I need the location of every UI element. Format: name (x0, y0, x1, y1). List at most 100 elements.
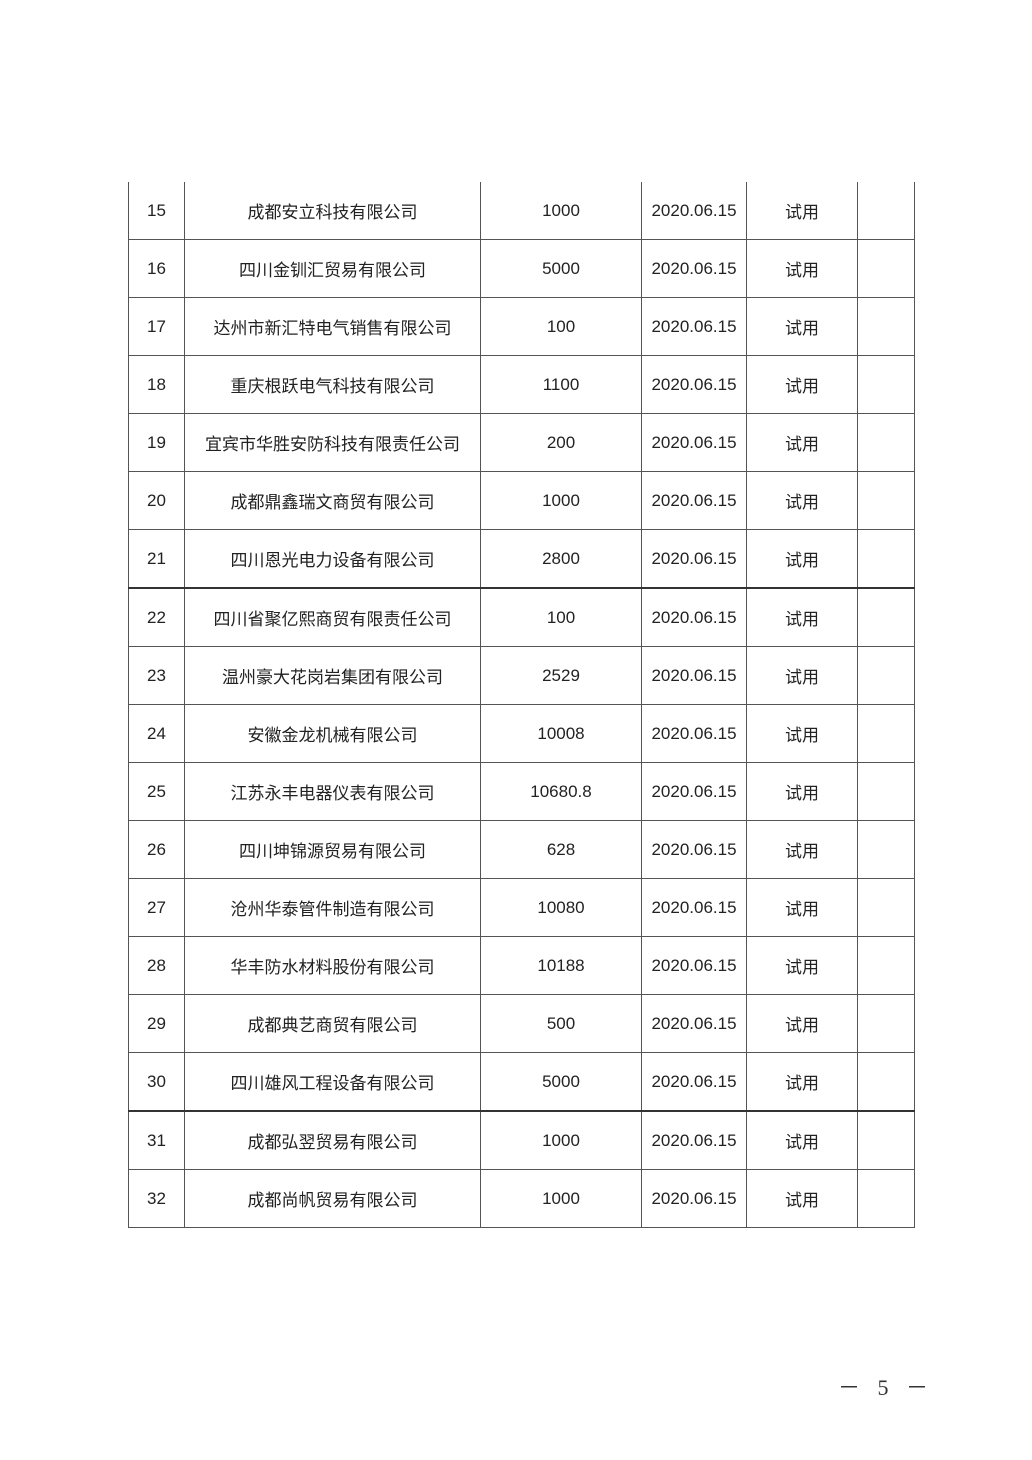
cell-no: 17 (128, 297, 185, 356)
table-row: 16 四川金钏汇贸易有限公司 5000 2020.06.15 试用 (128, 239, 915, 298)
cell-date: 2020.06.15 (641, 587, 747, 647)
cell-date: 2020.06.15 (641, 994, 747, 1053)
cell-no: 15 (128, 182, 185, 240)
cell-name: 江苏永丰电器仪表有限公司 (184, 762, 481, 821)
cell-name: 成都弘翌贸易有限公司 (184, 1110, 481, 1170)
cell-date: 2020.06.15 (641, 878, 747, 937)
table-row: 23 温州豪大花岗岩集团有限公司 2529 2020.06.15 试用 (128, 646, 915, 705)
cell-amount: 1100 (480, 355, 642, 414)
cell-note (857, 529, 915, 589)
cell-no: 30 (128, 1052, 185, 1112)
table-row: 25 江苏永丰电器仪表有限公司 10680.8 2020.06.15 试用 (128, 762, 915, 821)
cell-amount: 1000 (480, 471, 642, 530)
cell-name: 重庆根跃电气科技有限公司 (184, 355, 481, 414)
table-row: 28 华丰防水材料股份有限公司 10188 2020.06.15 试用 (128, 936, 915, 995)
cell-status: 试用 (746, 529, 858, 589)
cell-no: 24 (128, 704, 185, 763)
table-row: 18 重庆根跃电气科技有限公司 1100 2020.06.15 试用 (128, 355, 915, 414)
cell-no: 20 (128, 471, 185, 530)
cell-amount: 100 (480, 297, 642, 356)
cell-amount: 500 (480, 994, 642, 1053)
cell-note (857, 994, 915, 1053)
cell-no: 22 (128, 587, 185, 647)
cell-status: 试用 (746, 239, 858, 298)
cell-status: 试用 (746, 1110, 858, 1170)
cell-no: 29 (128, 994, 185, 1053)
table-row: 19 宜宾市华胜安防科技有限责任公司 200 2020.06.15 试用 (128, 413, 915, 472)
cell-name: 四川恩光电力设备有限公司 (184, 529, 481, 589)
table-row: 21 四川恩光电力设备有限公司 2800 2020.06.15 试用 (128, 529, 915, 589)
cell-no: 32 (128, 1169, 185, 1228)
cell-status: 试用 (746, 704, 858, 763)
cell-amount: 10008 (480, 704, 642, 763)
cell-name: 四川金钏汇贸易有限公司 (184, 239, 481, 298)
cell-name: 成都鼎鑫瑞文商贸有限公司 (184, 471, 481, 530)
cell-amount: 100 (480, 587, 642, 647)
cell-name: 四川雄风工程设备有限公司 (184, 1052, 481, 1112)
cell-no: 26 (128, 820, 185, 879)
cell-status: 试用 (746, 471, 858, 530)
cell-no: 28 (128, 936, 185, 995)
cell-date: 2020.06.15 (641, 936, 747, 995)
cell-name: 华丰防水材料股份有限公司 (184, 936, 481, 995)
cell-no: 27 (128, 878, 185, 937)
table-row: 17 达州市新汇特电气销售有限公司 100 2020.06.15 试用 (128, 297, 915, 356)
cell-date: 2020.06.15 (641, 1052, 747, 1112)
cell-amount: 200 (480, 413, 642, 472)
cell-status: 试用 (746, 587, 858, 647)
cell-date: 2020.06.15 (641, 239, 747, 298)
cell-note (857, 1169, 915, 1228)
cell-amount: 10080 (480, 878, 642, 937)
table-row: 32 成都尚帆贸易有限公司 1000 2020.06.15 试用 (128, 1169, 915, 1228)
cell-status: 试用 (746, 994, 858, 1053)
cell-no: 18 (128, 355, 185, 414)
cell-date: 2020.06.15 (641, 820, 747, 879)
cell-note (857, 355, 915, 414)
cell-amount: 2529 (480, 646, 642, 705)
cell-no: 16 (128, 239, 185, 298)
cell-amount: 5000 (480, 1052, 642, 1112)
cell-status: 试用 (746, 820, 858, 879)
cell-date: 2020.06.15 (641, 529, 747, 589)
cell-date: 2020.06.15 (641, 355, 747, 414)
cell-date: 2020.06.15 (641, 471, 747, 530)
cell-name: 达州市新汇特电气销售有限公司 (184, 297, 481, 356)
cell-status: 试用 (746, 762, 858, 821)
table-row: 30 四川雄风工程设备有限公司 5000 2020.06.15 试用 (128, 1052, 915, 1112)
cell-status: 试用 (746, 1052, 858, 1112)
cell-amount: 5000 (480, 239, 642, 298)
cell-name: 成都尚帆贸易有限公司 (184, 1169, 481, 1228)
table-row: 22 四川省聚亿熙商贸有限责任公司 100 2020.06.15 试用 (128, 587, 915, 647)
cell-note (857, 704, 915, 763)
cell-note (857, 820, 915, 879)
cell-note (857, 182, 915, 240)
cell-note (857, 1052, 915, 1112)
cell-name: 安徽金龙机械有限公司 (184, 704, 481, 763)
cell-note (857, 297, 915, 356)
table-row: 15 成都安立科技有限公司 1000 2020.06.15 试用 (128, 182, 915, 240)
cell-no: 25 (128, 762, 185, 821)
cell-amount: 10188 (480, 936, 642, 995)
cell-status: 试用 (746, 297, 858, 356)
cell-date: 2020.06.15 (641, 1110, 747, 1170)
cell-amount: 10680.8 (480, 762, 642, 821)
cell-note (857, 587, 915, 647)
cell-date: 2020.06.15 (641, 413, 747, 472)
cell-note (857, 413, 915, 472)
page-number: － 5 － (838, 1375, 935, 1400)
cell-amount: 1000 (480, 1110, 642, 1170)
cell-note (857, 1110, 915, 1170)
cell-name: 宜宾市华胜安防科技有限责任公司 (184, 413, 481, 472)
cell-name: 成都典艺商贸有限公司 (184, 994, 481, 1053)
cell-note (857, 471, 915, 530)
cell-date: 2020.06.15 (641, 297, 747, 356)
cell-note (857, 878, 915, 937)
table-row: 27 沧州华泰管件制造有限公司 10080 2020.06.15 试用 (128, 878, 915, 937)
cell-amount: 1000 (480, 182, 642, 240)
table-row: 29 成都典艺商贸有限公司 500 2020.06.15 试用 (128, 994, 915, 1053)
cell-amount: 1000 (480, 1169, 642, 1228)
cell-no: 31 (128, 1110, 185, 1170)
cell-note (857, 239, 915, 298)
cell-name: 四川省聚亿熙商贸有限责任公司 (184, 587, 481, 647)
company-table: 15 成都安立科技有限公司 1000 2020.06.15 试用 16 四川金钏汇贸易有限公… (128, 182, 915, 1228)
